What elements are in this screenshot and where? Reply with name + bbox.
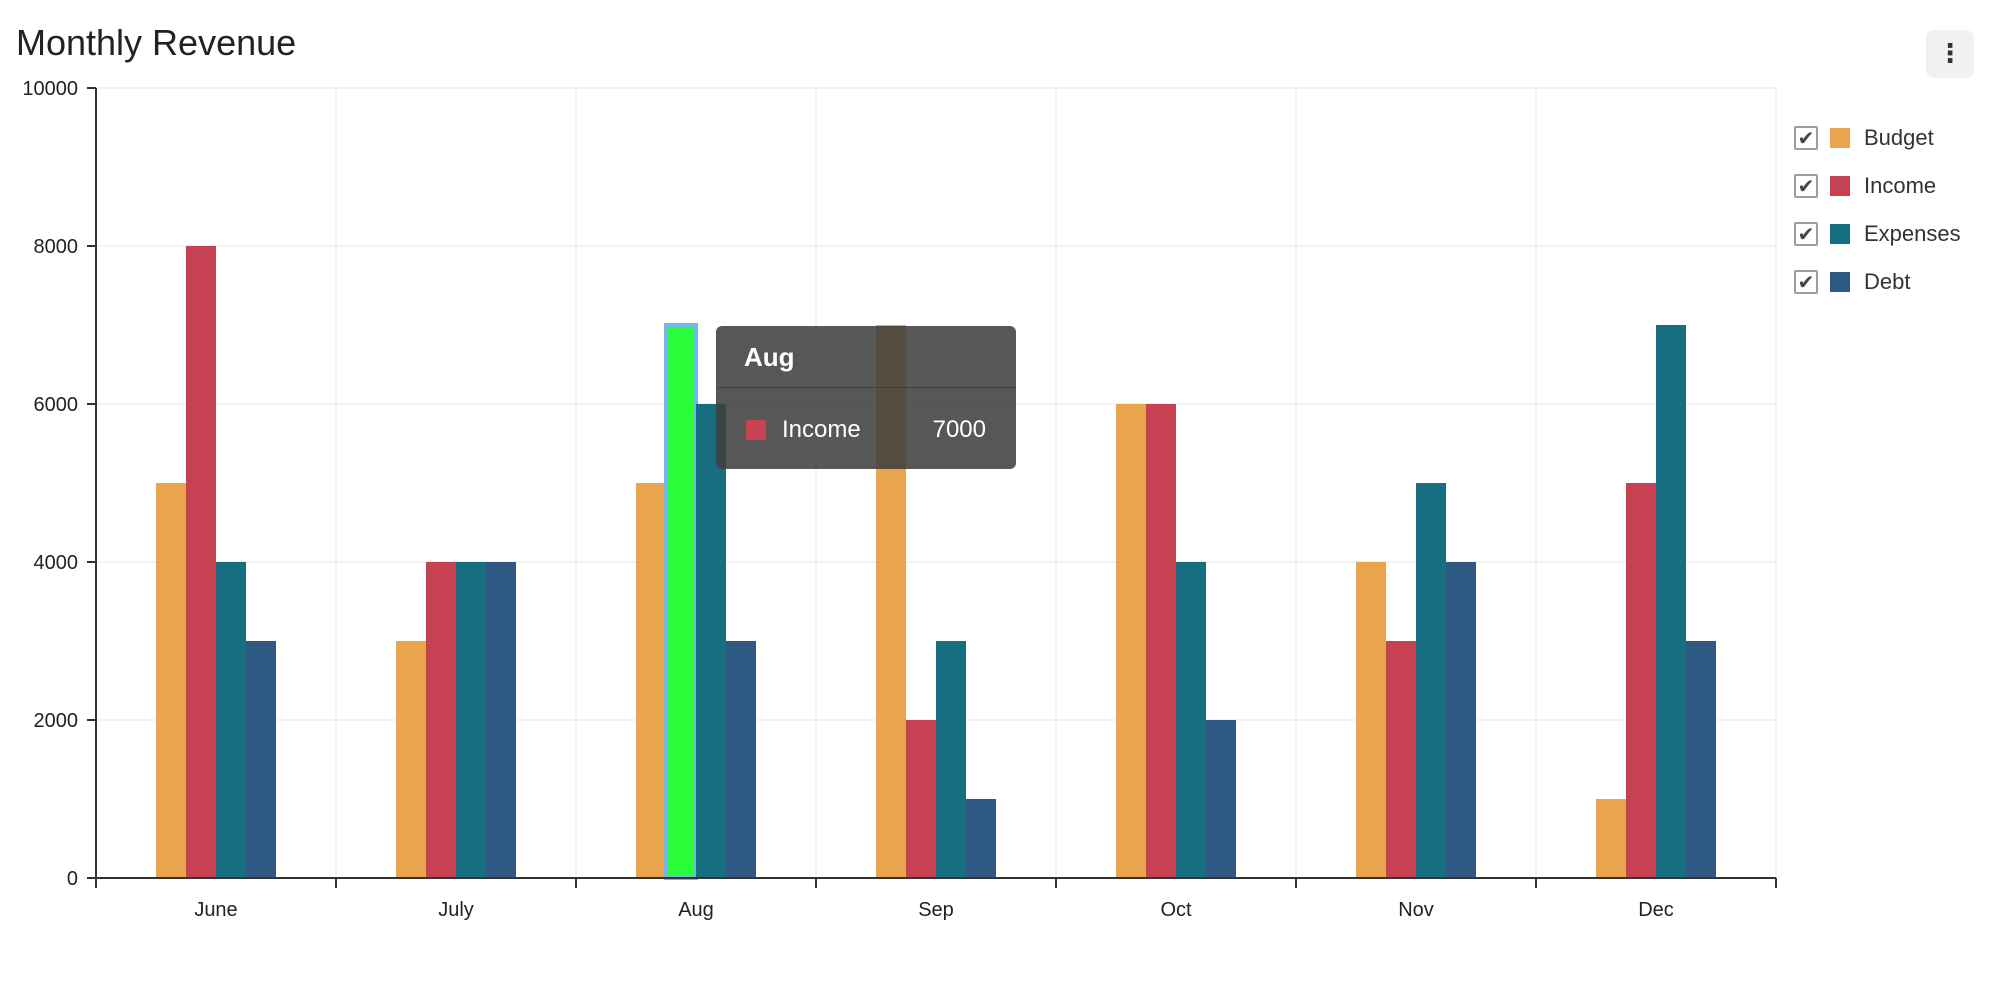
legend-label: Income [1864, 173, 1937, 198]
bar-budget-oct[interactable] [1116, 404, 1146, 878]
bar-debt-june[interactable] [246, 641, 276, 878]
bar-expenses-nov[interactable] [1416, 483, 1446, 878]
checkmark-icon: ✔ [1797, 126, 1815, 150]
legend-swatch-debt [1830, 272, 1850, 292]
y-tick-label: 2000 [34, 710, 79, 732]
axes [87, 87, 1777, 888]
legend-checkbox-expenses[interactable]: ✔ [1794, 222, 1818, 246]
y-tick-label: 4000 [34, 552, 79, 574]
tooltip-series-label: Income [782, 416, 861, 443]
legend-checkbox-debt[interactable]: ✔ [1794, 270, 1818, 294]
x-tick-label: Sep [918, 899, 954, 921]
bar-expenses-july[interactable] [456, 562, 486, 878]
legend-checkbox-income[interactable]: ✔ [1794, 174, 1818, 198]
bar-debt-dec[interactable] [1686, 641, 1716, 878]
legend-label: Budget [1864, 125, 1934, 150]
bar-debt-aug[interactable] [726, 641, 756, 878]
checkmark-icon: ✔ [1797, 270, 1815, 294]
bar-debt-oct[interactable] [1206, 720, 1236, 878]
bar-expenses-sep[interactable] [936, 641, 966, 878]
bar-budget-july[interactable] [396, 641, 426, 878]
legend-item-expenses[interactable]: ✔ Expenses [1794, 210, 1961, 258]
legend-label: Expenses [1864, 221, 1961, 246]
bar-budget-aug[interactable] [636, 483, 666, 878]
x-tick-label: July [438, 899, 474, 921]
x-tick-label: Oct [1160, 899, 1192, 921]
legend-item-debt[interactable]: ✔ Debt [1794, 258, 1961, 306]
bar-income-nov[interactable] [1386, 641, 1416, 878]
bar-income-dec[interactable] [1626, 483, 1656, 878]
x-tick-label: Aug [678, 899, 714, 921]
legend-item-income[interactable]: ✔ Income [1794, 162, 1961, 210]
tooltip-divider [716, 387, 1016, 388]
bar-income-aug[interactable] [664, 323, 698, 880]
y-tick-label: 6000 [34, 394, 79, 416]
bar-expenses-dec[interactable] [1656, 325, 1686, 878]
legend-item-budget[interactable]: ✔ Budget [1794, 114, 1961, 162]
bars [156, 246, 1716, 880]
bar-income-oct[interactable] [1146, 404, 1176, 878]
legend-swatch-income [1830, 176, 1850, 196]
bar-debt-nov[interactable] [1446, 562, 1476, 878]
bar-debt-sep[interactable] [966, 799, 996, 878]
legend-swatch-budget [1830, 128, 1850, 148]
y-tick-label: 8000 [34, 236, 79, 258]
bar-expenses-oct[interactable] [1176, 562, 1206, 878]
bar-budget-june[interactable] [156, 483, 186, 878]
grid-lines [96, 87, 1777, 878]
tooltip-title: Aug [744, 342, 795, 372]
y-tick-label: 0 [67, 868, 78, 890]
checkmark-icon: ✔ [1797, 174, 1815, 198]
tooltip-row: Income 7000 [746, 416, 986, 444]
checkmark-icon: ✔ [1797, 222, 1815, 246]
x-tick-label: Dec [1638, 899, 1674, 921]
bar-budget-nov[interactable] [1356, 562, 1386, 878]
legend-label: Debt [1864, 269, 1911, 294]
bar-income-june[interactable] [186, 246, 216, 878]
chart-menu-button[interactable]: ⋮ [1926, 30, 1974, 78]
more-vertical-icon: ⋮ [1937, 39, 1963, 69]
chart-tooltip: Aug Income 7000 [716, 326, 1016, 469]
chart-title: Monthly Revenue [16, 22, 297, 63]
bar-budget-dec[interactable] [1596, 799, 1626, 878]
bar-expenses-june[interactable] [216, 562, 246, 878]
y-tick-label: 10000 [22, 78, 78, 100]
bar-expenses-aug[interactable] [696, 404, 726, 878]
x-tick-label: Nov [1398, 899, 1434, 921]
legend-swatch-expenses [1830, 224, 1850, 244]
bar-income-july[interactable] [426, 562, 456, 878]
x-tick-label: June [194, 899, 237, 921]
tick-labels: 0 2000 4000 6000 8000 10000 June July Aug Sep Oct N… [22, 78, 1673, 921]
legend-checkbox-budget[interactable]: ✔ [1794, 126, 1818, 150]
bar-income-sep[interactable] [906, 720, 936, 878]
bar-debt-july[interactable] [486, 562, 516, 878]
legend: ✔ Budget ✔ Income ✔ Expenses ✔ Debt [1794, 114, 1961, 306]
tooltip-swatch [746, 420, 766, 440]
tooltip-value: 7000 [932, 416, 986, 443]
